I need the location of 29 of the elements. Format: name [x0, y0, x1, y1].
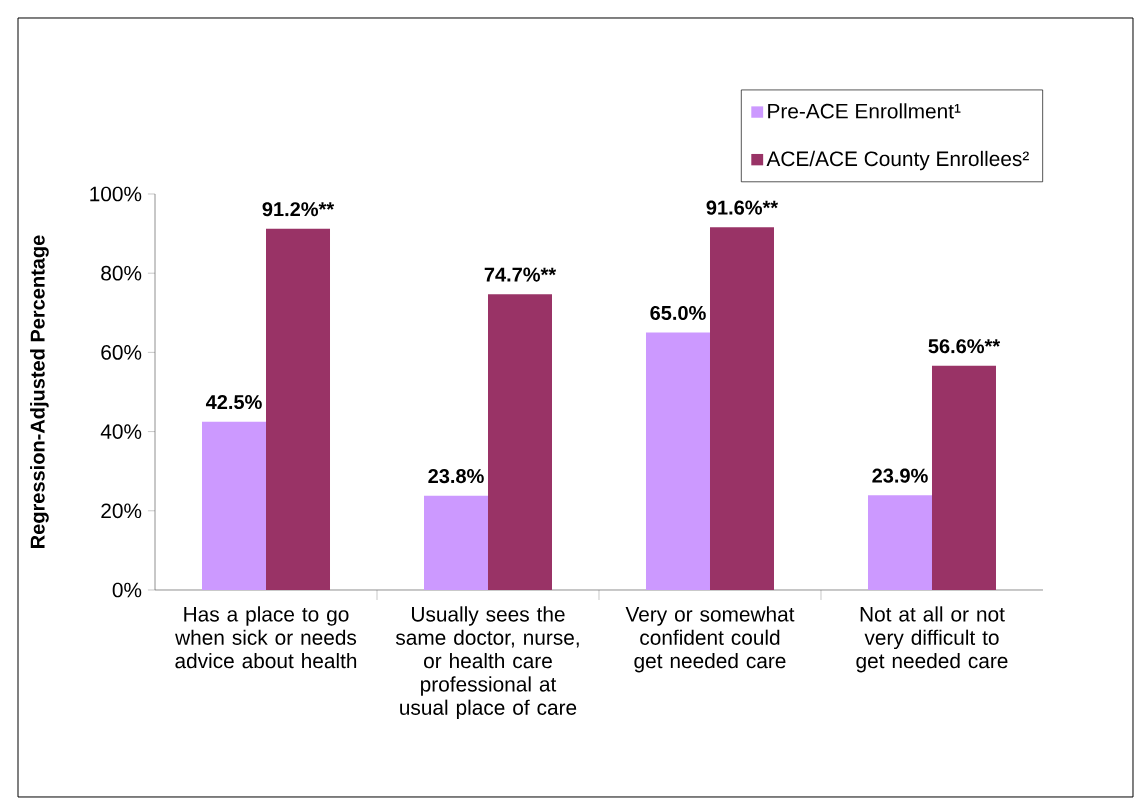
x-tick-label: Usually sees the same doctor, nurse, or health care professional at usual place of care [395, 606, 579, 720]
bar [266, 228, 330, 590]
data-label: 56.6%** [928, 339, 1001, 354]
y-tick-label: 80% [101, 265, 142, 281]
data-label: 42.5% [205, 394, 262, 410]
data-label: 91.2%** [262, 202, 335, 217]
y-axis-title: Regression-Adjusted Percentage [30, 235, 49, 548]
x-tick-label: Not at all or not very difficult to get needed care [856, 606, 1008, 673]
y-tick-label: 0% [112, 582, 142, 598]
bar [867, 495, 932, 590]
bar [202, 421, 266, 590]
data-label: 23.8% [428, 469, 484, 484]
y-tick-label: 60% [101, 345, 142, 360]
bar [488, 294, 552, 590]
data-label: 65.0% [650, 305, 706, 321]
x-tick-label: Has a place to go when sick or needs advice about health [175, 606, 357, 669]
data-label: 74.7%** [484, 267, 557, 282]
x-tick-label: Very or somewhat confident could get needed care [625, 606, 795, 673]
y-tick-label: 20% [101, 503, 142, 519]
y-tick-label: 40% [100, 424, 142, 439]
bar [931, 365, 996, 590]
bar [424, 495, 488, 590]
y-tick-label: 100% [90, 186, 142, 202]
legend-label: Pre-ACE Enrollment¹ [768, 103, 961, 119]
data-label: 23.9% [872, 468, 928, 483]
bar [710, 227, 774, 590]
bar [646, 332, 710, 590]
data-label: 91.6%** [706, 200, 779, 215]
legend-label: ACE/ACE County Enrollees² [766, 150, 1029, 171]
